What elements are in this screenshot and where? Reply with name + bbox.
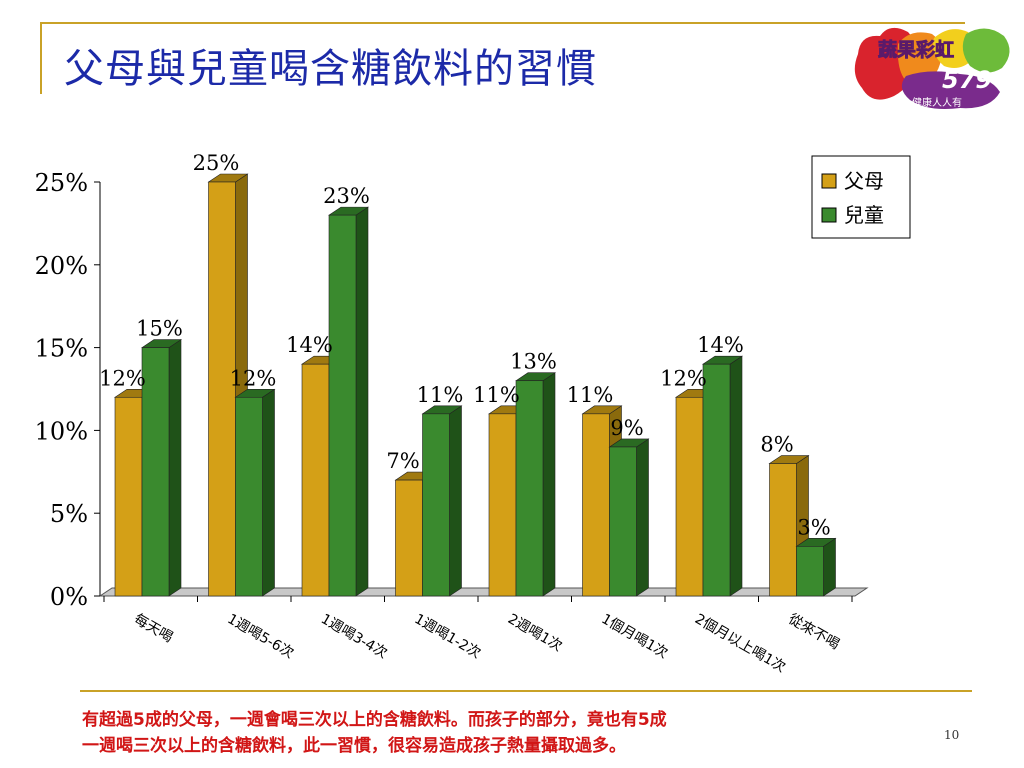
slide-title: 父母與兒童喝含糖飲料的習慣 — [64, 46, 597, 92]
bar-child — [235, 396, 263, 597]
bar-child — [796, 546, 824, 597]
y-tick-label: 25% — [35, 169, 88, 197]
caption-line-2: 一週喝三次以上的含糖飲料，此一習慣，很容易造成孩子熱量攝取過多。 — [82, 736, 626, 756]
data-label: 23% — [323, 184, 370, 208]
data-label: 25% — [193, 151, 240, 175]
bar-parent — [675, 396, 704, 597]
caption-line-1: 有超過5成的父母，一週會喝三次以上的含糖飲料。而孩子的部分，竟也有5成 — [82, 710, 667, 730]
bar-side — [729, 355, 743, 597]
x-category-label: 每天喝 — [131, 611, 175, 646]
bar-parent — [114, 396, 143, 597]
logo-main-text: 蔬果彩虹 — [878, 38, 954, 61]
data-label: 12% — [230, 366, 277, 390]
data-label: 3% — [797, 515, 830, 539]
x-category-label: 2個月以上喝1次 — [692, 611, 788, 676]
brand-logo: 蔬果彩虹 579 健康人人有 — [854, 27, 1010, 109]
legend-label: 兒童 — [844, 203, 884, 227]
bar-parent — [301, 363, 330, 597]
data-label: 8% — [760, 433, 793, 457]
x-category-label: 2週喝1次 — [505, 611, 565, 655]
title-rule — [40, 22, 965, 24]
logo-sub-text: 健康人人有 — [912, 96, 962, 109]
bar-child — [422, 413, 450, 597]
x-category-label: 1週喝1-2次 — [412, 611, 484, 662]
bar-parent — [208, 181, 236, 597]
bar-child — [141, 347, 170, 597]
title-accent-bar — [40, 22, 42, 94]
data-label: 7% — [386, 449, 419, 473]
logo-splash-green — [962, 28, 1010, 73]
x-category-label: 1個月喝1次 — [599, 611, 671, 662]
y-tick-label: 15% — [35, 335, 88, 363]
bar-side — [823, 537, 836, 597]
bar-side — [636, 438, 649, 597]
bar-child — [702, 363, 731, 597]
x-category-label: 1週喝3-4次 — [318, 611, 390, 662]
y-tick-label: 0% — [50, 583, 88, 611]
bar-parent — [582, 413, 610, 597]
bar-child — [515, 380, 544, 597]
data-label: 11% — [417, 383, 464, 407]
bar-side — [355, 206, 369, 597]
data-label: 14% — [286, 333, 333, 357]
caption-rule — [80, 690, 972, 692]
bar-parent — [769, 463, 797, 597]
data-label: 9% — [610, 416, 643, 440]
logo-splash-purple — [901, 71, 1000, 109]
data-label: 12% — [660, 366, 707, 390]
bar-child — [609, 446, 637, 597]
bar-side — [542, 372, 556, 597]
data-label: 12% — [99, 366, 146, 390]
bar-side — [449, 405, 462, 597]
legend-swatch — [821, 173, 837, 189]
legend-label: 父母 — [844, 169, 884, 193]
data-label: 13% — [510, 350, 557, 374]
page-number: 10 — [944, 728, 960, 742]
data-label: 11% — [473, 383, 520, 407]
y-tick-label: 5% — [50, 500, 88, 528]
bar-chart: 0% 5% 10% 15% 20% 25% 12% 15% 每天喝 25% 12% 1週喝5-6次 1… — [35, 151, 911, 676]
bar-side — [262, 388, 275, 597]
legend-swatch — [821, 207, 837, 223]
y-tick-label: 20% — [35, 252, 88, 280]
x-category-label: 從來不喝 — [786, 611, 842, 653]
slide-caption: 有超過5成的父母，一週會喝三次以上的含糖飲料。而孩子的部分，竟也有5成 一週喝三… — [82, 707, 952, 759]
bar-child — [328, 214, 357, 597]
bar-parent — [395, 479, 423, 597]
data-label: 11% — [567, 383, 614, 407]
bar-side — [168, 339, 182, 597]
bar-parent — [488, 413, 517, 597]
y-tick-label: 10% — [35, 417, 88, 445]
legend-box — [811, 155, 911, 239]
x-category-label: 1週喝5-6次 — [225, 611, 297, 662]
logo-number-text: 579 — [942, 66, 992, 94]
data-label: 14% — [697, 333, 744, 357]
data-label: 15% — [136, 317, 183, 341]
